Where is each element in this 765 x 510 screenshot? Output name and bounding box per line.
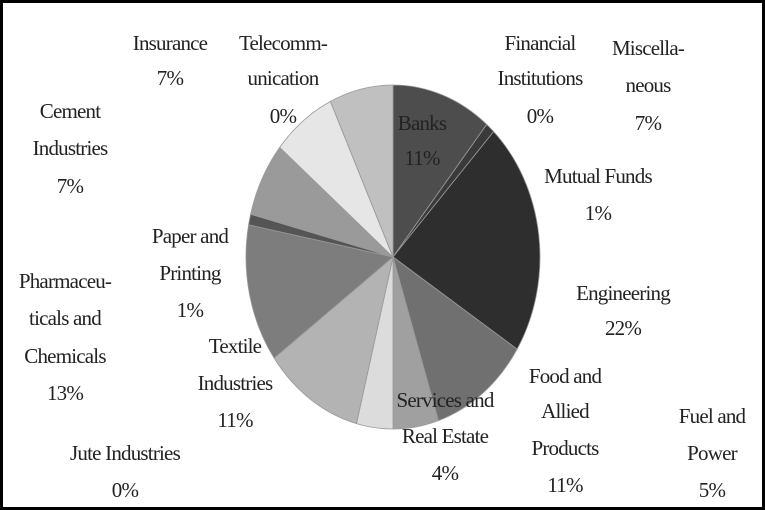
slice-label: unication [248, 66, 320, 90]
slice-label: Real Estate [402, 424, 489, 448]
value-label: 1% [585, 201, 612, 225]
value-label: 5% [699, 478, 726, 502]
value-label: 0% [527, 104, 554, 128]
pie-slice [392, 255, 518, 422]
pie [245, 84, 541, 430]
slice-label: Printing [159, 261, 222, 285]
pie-slice [392, 131, 541, 350]
value-label: 11% [547, 473, 583, 497]
slice-label: Pharmaceu- [19, 269, 112, 293]
slice-label: Allied [541, 399, 590, 423]
pie-slice [329, 84, 394, 258]
slice-label: Telecomm- [239, 31, 328, 55]
slice-label: Textile [209, 334, 262, 358]
slice-label: Fuel and [679, 404, 747, 428]
value-label: 7% [57, 174, 84, 198]
slice-label: Industries [198, 371, 273, 395]
value-label: 11% [404, 146, 440, 170]
slice-label: Services and [396, 388, 494, 412]
value-label: 0% [112, 478, 139, 502]
pie-slice [245, 224, 394, 359]
pie-slice [392, 84, 488, 259]
slice-label: Miscella- [612, 36, 685, 60]
slice-label: neous [626, 73, 672, 97]
value-label: 13% [47, 381, 83, 405]
pie-slice [273, 255, 394, 425]
slice-label: ticals and [29, 306, 102, 330]
value-label: 1% [177, 298, 204, 322]
slice-label: Products [531, 436, 599, 460]
slice-label: Power [687, 441, 737, 465]
value-label: 11% [217, 408, 253, 432]
value-label: 7% [157, 66, 184, 90]
value-label: 7% [635, 111, 662, 135]
slice-label: Banks [398, 111, 447, 135]
slice-label: Food and [529, 364, 603, 388]
value-label: 22% [605, 316, 641, 340]
value-label: 0% [270, 104, 297, 128]
slice-label: Chemicals [24, 344, 106, 368]
slice-label: Jute Industries [70, 441, 181, 465]
slice-label: Industries [33, 136, 108, 160]
slice-label: Engineering [576, 281, 671, 305]
slice-label: Insurance [133, 31, 208, 55]
slice-label: Paper and [152, 224, 229, 248]
labels: Banks 11% Financial Institutions 0% Mutual Fu… [19, 31, 747, 502]
slice-label: Institutions [498, 66, 584, 90]
slice-label: Mutual Funds [544, 164, 652, 188]
slice-label: Cement [40, 99, 101, 123]
slice-label: Financial [505, 31, 577, 55]
value-label: 4% [432, 461, 459, 485]
